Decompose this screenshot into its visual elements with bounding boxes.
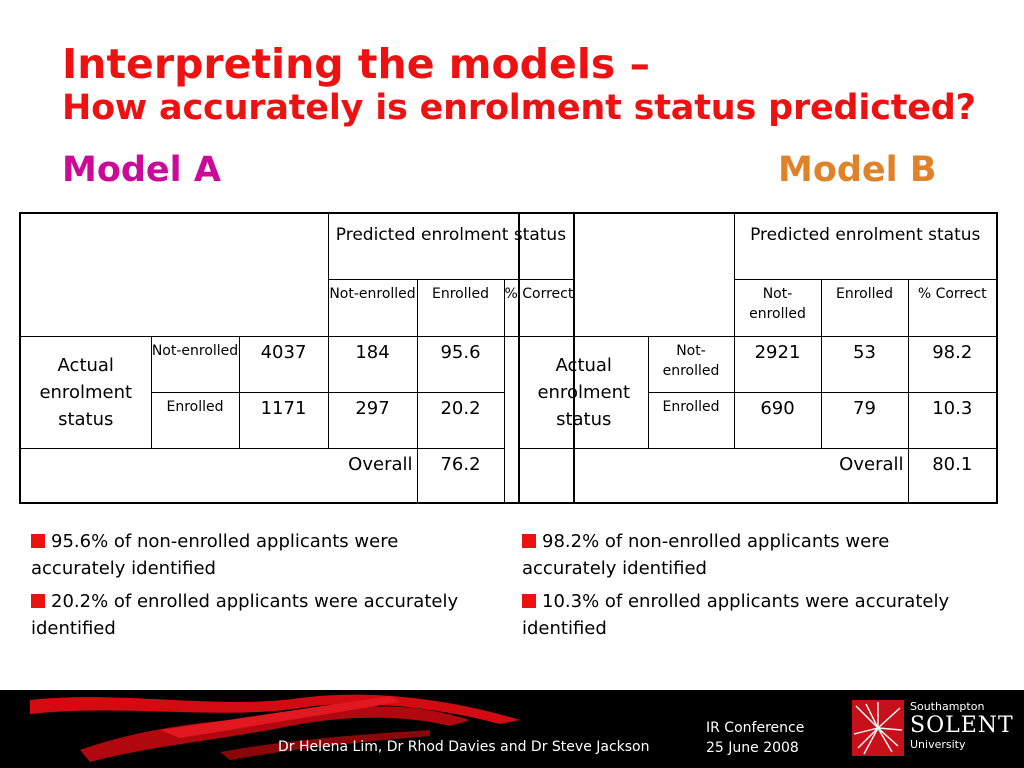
footer-authors: Dr Helena Lim, Dr Rhod Davies and Dr Ste… (278, 739, 650, 755)
logo-solent-text: SOLENT (910, 713, 1014, 738)
slide-title: Interpreting the models – How accurately… (62, 40, 1012, 130)
square-bullet-icon (31, 594, 45, 608)
bullet-text: 20.2% of enrolled applicants were accura… (31, 591, 459, 639)
table-row: Actual enrolment status Not-enrolled 403… (19, 335, 574, 449)
col-header-not-enrolled: Not-enrolled (733, 278, 822, 337)
bullet-text: 10.3% of enrolled applicants were accura… (522, 591, 950, 639)
cell-value: 297 (327, 391, 418, 449)
cell-value: 690 (733, 391, 822, 449)
overall-label: Overall (518, 447, 909, 504)
row-header-actual: Actual enrolment status (518, 335, 649, 449)
square-bullet-icon (522, 594, 536, 608)
footer-bar: Dr Helena Lim, Dr Rhod Davies and Dr Ste… (0, 690, 1024, 768)
bullet-item: 20.2% of enrolled applicants were accura… (31, 588, 471, 642)
logo-southampton-text: Southampton (910, 700, 985, 713)
col-header-pct-correct: % Correct (907, 278, 998, 337)
row-label: Enrolled (150, 391, 240, 449)
model-b-label: Model B (778, 150, 937, 190)
overall-value: 80.1 (907, 447, 998, 504)
model-a-label: Model A (62, 150, 221, 190)
cell-value: 79 (820, 391, 909, 449)
row-label: Not-enrolled (150, 335, 240, 393)
corner-cell (518, 212, 735, 337)
bullet-item: 98.2% of non-enrolled applicants were ac… (522, 528, 962, 582)
square-bullet-icon (522, 534, 536, 548)
model-b-bullets: 98.2% of non-enrolled applicants were ac… (522, 528, 962, 648)
square-bullet-icon (31, 534, 45, 548)
table-row: Actual enrolment status Not-enrolled 292… (518, 335, 998, 449)
model-b-table: Predicted enrolment status Not-enrolled … (518, 212, 998, 504)
overall-row: Overall 76.2 (19, 447, 574, 504)
cell-value: 2921 (733, 335, 822, 393)
overall-value: 76.2 (416, 447, 505, 504)
cell-value: 10.3 (907, 391, 998, 449)
red-swoosh-decoration (30, 694, 520, 762)
predicted-header: Predicted enrolment status (733, 212, 998, 280)
conference-name: IR Conference (706, 720, 805, 736)
overall-label: Overall (19, 447, 418, 504)
model-a-bullets: 95.6% of non-enrolled applicants were ac… (31, 528, 471, 648)
university-logo: Southampton SOLENT University (910, 700, 1014, 751)
col-header-enrolled: Enrolled (820, 278, 909, 337)
bullet-item: 10.3% of enrolled applicants were accura… (522, 588, 962, 642)
cell-value: 20.2 (416, 391, 505, 449)
corner-cell (19, 212, 329, 337)
logo-university-text: University (910, 738, 966, 751)
bullet-text: 98.2% of non-enrolled applicants were ac… (522, 531, 890, 579)
cell-value: 4037 (238, 335, 329, 393)
row-label: Enrolled (647, 391, 735, 449)
cell-value: 53 (820, 335, 909, 393)
model-a-table: Predicted enrolment status Not-enrolled … (19, 212, 576, 504)
cell-value: 95.6 (416, 335, 505, 393)
row-header-actual: Actual enrolment status (19, 335, 152, 449)
cell-value: 184 (327, 335, 418, 393)
cell-value: 1171 (238, 391, 329, 449)
title-line-1: Interpreting the models – (62, 40, 651, 88)
row-label: Not-enrolled (647, 335, 735, 393)
col-header-enrolled: Enrolled (416, 278, 505, 337)
bullet-text: 95.6% of non-enrolled applicants were ac… (31, 531, 399, 579)
overall-row: Overall 80.1 (518, 447, 998, 504)
solent-logo-star-icon (852, 700, 904, 756)
table-row: Enrolled 1171 297 20.2 (20, 391, 574, 449)
footer-conference-info: IR Conference 25 June 2008 (706, 718, 804, 758)
table-row: Enrolled 690 79 10.3 (519, 391, 998, 449)
col-header-not-enrolled: Not-enrolled (327, 278, 418, 337)
title-line-2: How accurately is enrolment status predi… (62, 88, 976, 129)
bullet-item: 95.6% of non-enrolled applicants were ac… (31, 528, 471, 582)
conference-date: 25 June 2008 (706, 740, 799, 756)
cell-value: 98.2 (907, 335, 998, 393)
